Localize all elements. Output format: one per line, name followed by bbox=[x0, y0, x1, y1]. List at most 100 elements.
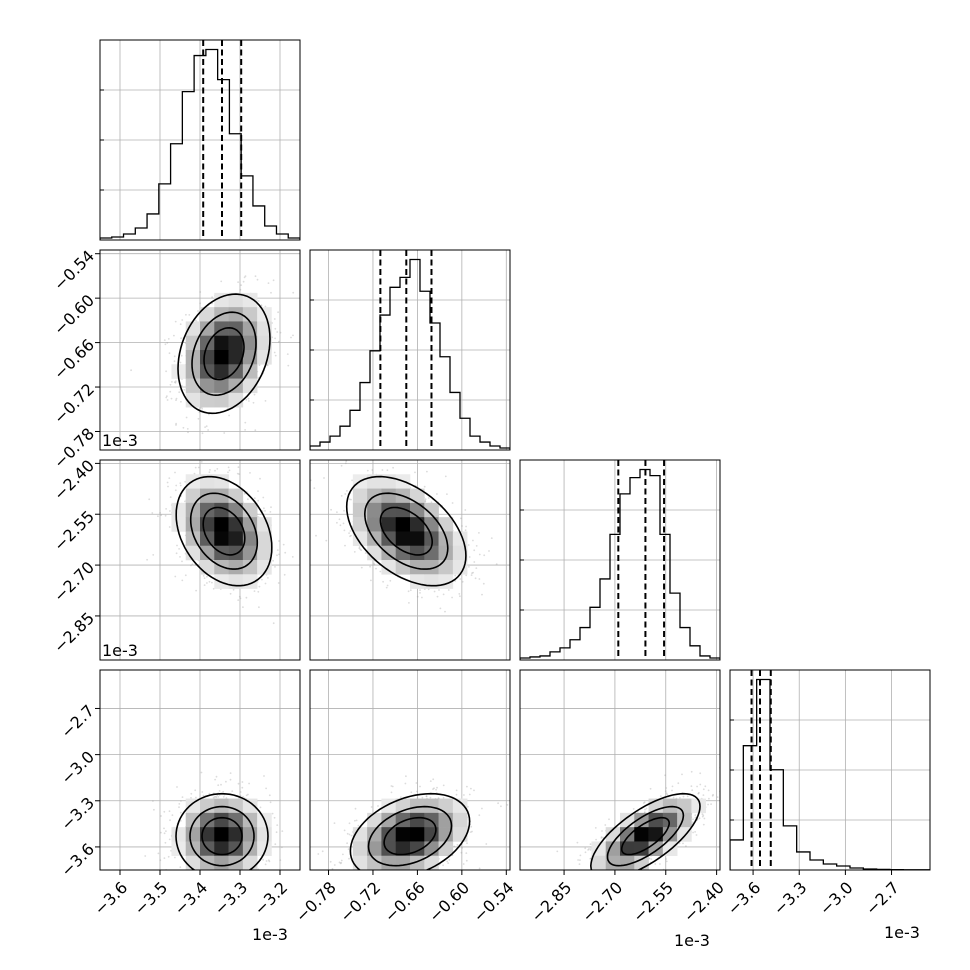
scatter-point bbox=[444, 475, 447, 478]
scatter-point bbox=[358, 546, 361, 548]
scatter-point bbox=[248, 782, 251, 785]
scatter-point bbox=[190, 797, 192, 799]
scatter-point bbox=[213, 874, 215, 876]
scatter-point bbox=[402, 873, 404, 875]
scatter-point bbox=[407, 590, 410, 593]
scatter-point bbox=[164, 343, 167, 346]
scatter-point bbox=[424, 499, 427, 502]
contour-2 bbox=[349, 792, 471, 870]
scatter-point bbox=[425, 876, 427, 878]
scatter-point bbox=[610, 871, 612, 873]
scatter-point bbox=[277, 582, 280, 584]
scatter-point bbox=[238, 595, 241, 598]
scatter-point bbox=[468, 793, 471, 796]
scatter-point bbox=[459, 578, 462, 580]
scatter-point bbox=[354, 819, 356, 822]
scatter-point bbox=[291, 556, 294, 558]
density-cell bbox=[367, 855, 382, 870]
scatter-point bbox=[181, 796, 184, 798]
scatter-point bbox=[211, 581, 213, 584]
scatter-point bbox=[286, 353, 289, 355]
scatter-point bbox=[130, 369, 133, 372]
density-cell bbox=[367, 517, 382, 532]
scatter-point bbox=[210, 875, 212, 877]
scatter-point bbox=[237, 874, 239, 876]
scatter-point bbox=[451, 596, 453, 599]
scatter-point bbox=[446, 493, 448, 495]
scatter-point bbox=[200, 876, 202, 878]
scatter-point bbox=[181, 579, 184, 582]
scatter-point bbox=[203, 577, 206, 580]
density-cell bbox=[242, 335, 258, 351]
density-cell bbox=[228, 574, 244, 589]
scatter-point bbox=[410, 791, 413, 794]
scatter-point bbox=[252, 401, 255, 404]
scatter-point bbox=[215, 775, 218, 778]
pair-panel-0-1 bbox=[99, 249, 301, 451]
scatter-point bbox=[205, 425, 208, 428]
scatter-point bbox=[456, 844, 459, 846]
scatter-point bbox=[404, 880, 406, 882]
scatter-point bbox=[455, 789, 458, 792]
density-cell bbox=[381, 488, 397, 504]
scatter-point bbox=[211, 296, 214, 299]
scatter-point bbox=[472, 571, 474, 574]
scatter-point bbox=[374, 871, 376, 873]
scatter-point bbox=[168, 838, 171, 841]
scatter-point bbox=[194, 789, 197, 792]
scatter-point bbox=[360, 549, 363, 552]
scatter-point bbox=[281, 846, 283, 849]
scatter-point bbox=[261, 871, 263, 873]
pair-panel-1-3 bbox=[309, 669, 511, 890]
scatter-point bbox=[237, 281, 240, 283]
density-cell bbox=[242, 531, 258, 547]
density-cell bbox=[381, 855, 397, 870]
scatter-point bbox=[257, 490, 259, 492]
scatter-point bbox=[442, 796, 445, 799]
scatter-point bbox=[392, 872, 394, 874]
scatter-point bbox=[214, 469, 216, 472]
scatter-point bbox=[178, 391, 181, 394]
scatter-point bbox=[238, 871, 240, 873]
density-cell bbox=[200, 545, 215, 561]
scatter-point bbox=[284, 551, 287, 554]
scatter-point bbox=[198, 411, 201, 414]
hist-panel-1 bbox=[309, 249, 511, 451]
scatter-point bbox=[466, 785, 468, 788]
scatter-point bbox=[702, 814, 705, 817]
scatter-point bbox=[236, 472, 239, 475]
scatter-point bbox=[416, 595, 419, 598]
scatter-point bbox=[179, 484, 182, 487]
scatter-point bbox=[200, 771, 203, 774]
scatter-point bbox=[664, 774, 666, 777]
scatter-point bbox=[438, 589, 440, 591]
scatter-point bbox=[175, 397, 178, 400]
scatter-point bbox=[254, 429, 257, 432]
contour-1 bbox=[191, 311, 257, 397]
scatter-point bbox=[442, 784, 445, 787]
density-cell bbox=[452, 560, 468, 575]
scatter-point bbox=[427, 888, 429, 890]
scatter-point bbox=[165, 370, 168, 373]
scatter-point bbox=[169, 383, 172, 386]
scatter-point bbox=[436, 878, 438, 880]
scatter-point bbox=[245, 596, 248, 599]
scatter-point bbox=[362, 871, 364, 873]
histogram-1 bbox=[310, 258, 510, 450]
scatter-point bbox=[151, 512, 154, 514]
scatter-point bbox=[468, 566, 470, 568]
scatter-point bbox=[247, 498, 249, 501]
density-cell bbox=[395, 855, 411, 870]
scatter-point bbox=[229, 778, 232, 781]
scatter-point bbox=[175, 874, 177, 876]
scatter-point bbox=[184, 500, 186, 503]
scatter-point bbox=[179, 820, 182, 822]
density-cell bbox=[214, 502, 229, 518]
scatter-point bbox=[254, 275, 257, 278]
scatter-point bbox=[218, 872, 220, 874]
density-cell bbox=[395, 502, 411, 518]
scatter-point bbox=[166, 399, 169, 401]
scatter-point bbox=[338, 518, 341, 521]
scatter-point bbox=[344, 544, 346, 547]
histogram-0 bbox=[100, 48, 300, 240]
